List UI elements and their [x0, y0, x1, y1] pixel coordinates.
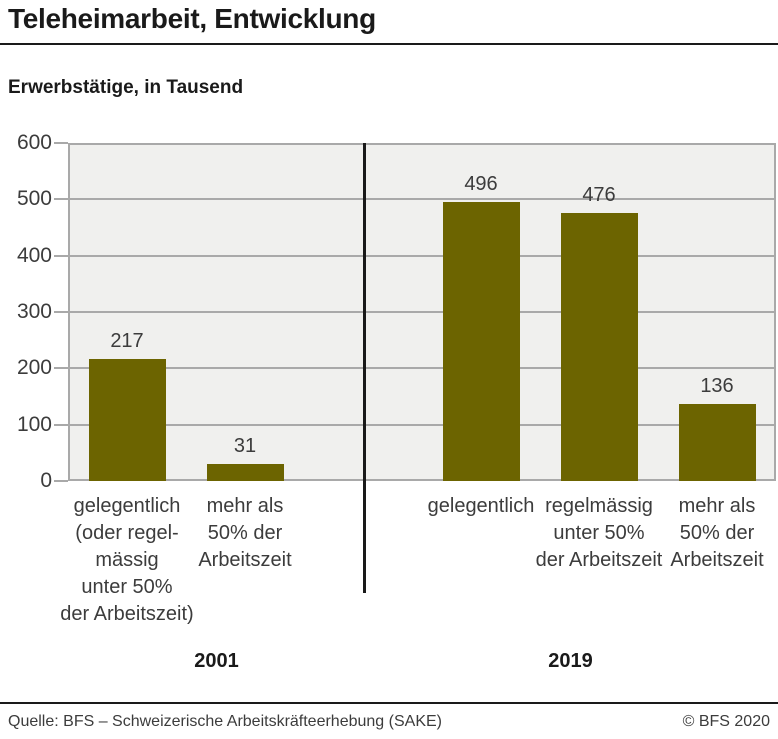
category-label-line: mehr als: [678, 495, 756, 517]
y-axis-tick-label: 200: [16, 356, 52, 380]
category-label-line: 50% der: [207, 522, 283, 544]
chart-subtitle: Erwerbstätige, in Tausend: [8, 77, 244, 98]
category-label: gelegentlich (oder regel-mässig unter 50% d…: [42, 493, 212, 628]
source-text: Quelle: BFS – Schweizerische Arbeitskräf…: [8, 713, 442, 730]
footer-rule: [0, 702, 778, 704]
category-label-line: Arbeitszeit: [198, 549, 292, 571]
page-title: Teleheimarbeit, Entwicklung: [8, 3, 376, 34]
category-label: regelmässig unter 50% der Arbeitszeit: [514, 493, 684, 574]
gridline: [68, 254, 776, 257]
y-axis-tick: [54, 254, 68, 257]
category-label-line: regelmässig: [545, 495, 653, 517]
plot-area: [68, 143, 776, 481]
y-axis-tick: [54, 367, 68, 370]
gridline: [68, 367, 776, 370]
category-label-line: gelegentlich: [427, 495, 535, 517]
y-axis-tick-label: 0: [40, 469, 52, 492]
category-label-line: Arbeitszeit: [670, 549, 764, 571]
copyright-text: © BFS 2020: [682, 713, 770, 730]
gridline: [68, 423, 776, 426]
category-label-line: unter 50%: [553, 522, 645, 544]
y-axis-tick: [54, 423, 68, 426]
y-axis-tick-label: 300: [16, 300, 52, 323]
title-rule: [0, 43, 778, 45]
category-label-line: 50% der: [679, 522, 755, 544]
category-label: mehr als 50% der Arbeitszeit: [160, 493, 330, 574]
category-label-line: der Arbeitszeit): [60, 603, 194, 625]
y-axis-tick-label: 100: [16, 412, 52, 436]
y-axis-tick: [54, 311, 68, 313]
y-axis-tick: [54, 480, 68, 482]
category-label-line: (oder regel-: [75, 522, 179, 544]
category-label-line: der Arbeitszeit: [535, 549, 663, 571]
gridline: [68, 311, 776, 313]
y-axis-tick: [54, 142, 68, 144]
year-label: 2019: [548, 650, 593, 672]
y-axis-tick: [54, 198, 68, 201]
y-axis-tick-label: 600: [16, 131, 52, 154]
category-label-line: gelegentlich: [73, 495, 181, 517]
category-label-line: mehr als: [206, 495, 284, 517]
gridline: [68, 198, 776, 201]
category-label-line: unter 50%: [81, 576, 173, 598]
category-label: mehr als 50% der Arbeitszeit: [632, 493, 778, 574]
y-axis-tick-label: 400: [16, 243, 52, 267]
y-axis-tick-label: 500: [16, 187, 52, 211]
year-label: 2001: [194, 650, 239, 672]
gridline: [68, 143, 776, 145]
category-label: gelegentlich: [396, 493, 566, 520]
period-divider-line: [363, 143, 366, 593]
gridline: [68, 479, 776, 481]
category-label-line: mässig: [95, 549, 159, 571]
